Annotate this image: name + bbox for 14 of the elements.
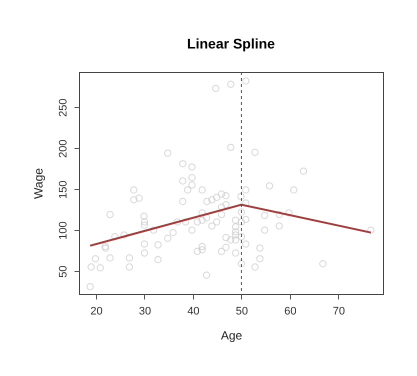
x-tick-label: 20 — [90, 306, 103, 318]
y-tick-label: 200 — [58, 140, 70, 158]
x-tick-label: 40 — [187, 306, 200, 318]
x-tick-label: 50 — [236, 306, 248, 318]
x-axis-title: Age — [220, 328, 242, 342]
x-tick-label: 60 — [284, 306, 297, 318]
chart-title: Linear Spline — [187, 36, 276, 52]
y-axis-title: Wage — [32, 168, 46, 199]
y-tick-label: 250 — [58, 98, 70, 117]
y-tick-label: 50 — [58, 265, 70, 278]
y-tick-label: 150 — [58, 180, 70, 199]
x-tick-label: 70 — [332, 306, 346, 318]
y-tick-label: 100 — [58, 221, 70, 240]
x-tick-label: 30 — [138, 306, 152, 318]
